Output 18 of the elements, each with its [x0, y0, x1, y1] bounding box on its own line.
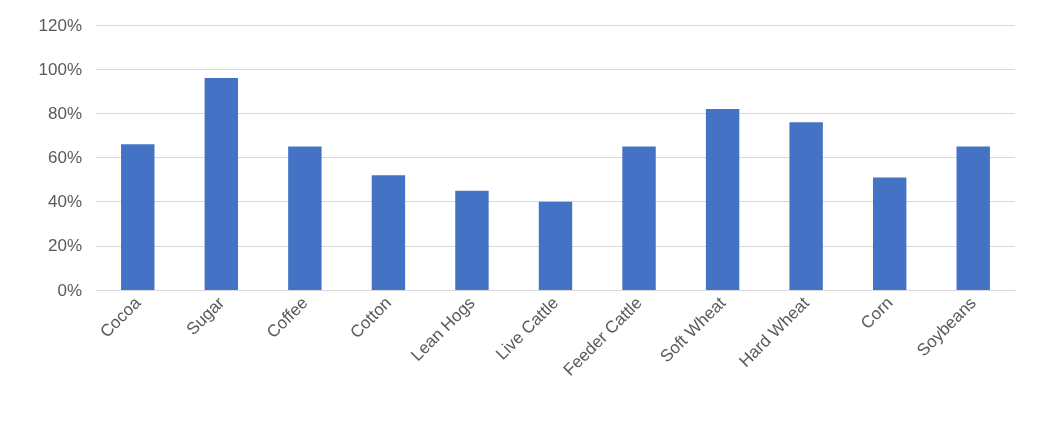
- y-tick-label: 120%: [38, 15, 82, 35]
- bar: [538, 201, 573, 290]
- y-tick-label: 0%: [57, 280, 82, 300]
- bar: [121, 144, 155, 290]
- y-tick-label: 60%: [47, 148, 82, 167]
- y-tick-label: 100%: [38, 59, 82, 79]
- bar: [789, 122, 823, 290]
- bar: [622, 146, 656, 290]
- bar: [872, 177, 907, 290]
- y-tick-label: 80%: [47, 103, 82, 123]
- bar: [204, 78, 239, 290]
- bar: [705, 108, 740, 290]
- y-tick-label: 20%: [47, 236, 82, 256]
- bar: [288, 146, 322, 290]
- bar: [371, 175, 406, 290]
- y-tick-label: 40%: [47, 192, 82, 212]
- bar: [956, 146, 990, 290]
- bar: [455, 190, 489, 290]
